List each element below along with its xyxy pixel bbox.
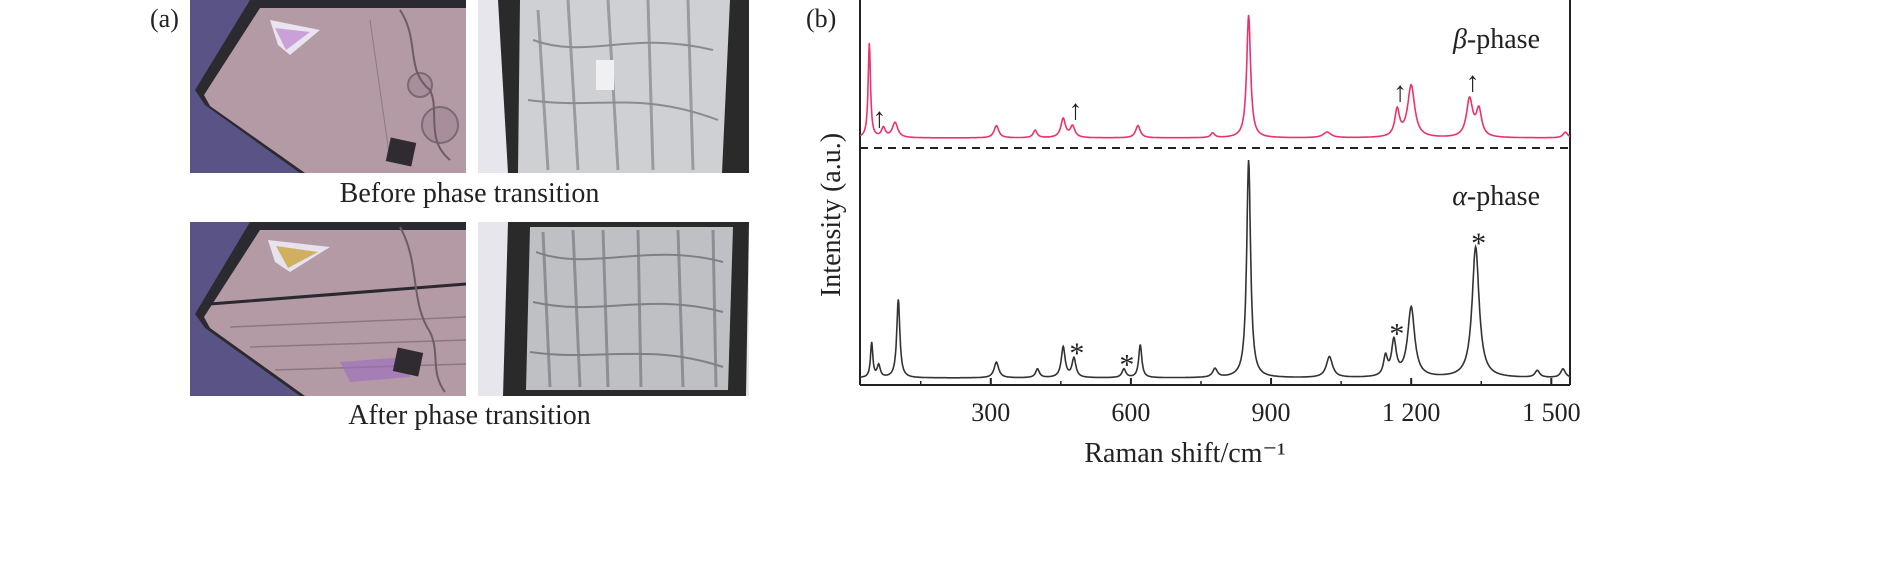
up-arrow-marker: ↑: [1393, 77, 1407, 108]
up-arrow-marker: ↑: [1069, 95, 1083, 126]
asterisk-marker: *: [1389, 317, 1404, 350]
raman-spectrum-chart: Intensity (a.u.) 300 600 900 1 200 1 500 ↑ ↑ ↑ ↑…: [816, 0, 1580, 469]
x-axis-label: Raman shift/cm⁻¹: [1084, 438, 1285, 469]
x-tick-label: 600: [1111, 398, 1150, 427]
up-arrow-marker: ↑: [872, 103, 886, 134]
x-tick-label: 900: [1252, 398, 1291, 427]
photo-white-crystal-after: [478, 222, 749, 396]
beta-phase-spectrum-line: [859, 14, 1571, 139]
panel-a-label: (a): [150, 4, 179, 33]
y-axis-label: Intensity (a.u.): [816, 133, 847, 297]
up-arrow-marker: ↑: [1466, 67, 1480, 98]
asterisk-marker: *: [1471, 227, 1486, 260]
alpha-phase-label: α-phase: [1452, 181, 1540, 212]
photo-pink-crystal-after: [190, 222, 466, 396]
beta-phase-label: β-phase: [1452, 24, 1540, 55]
x-tick-label: 300: [971, 398, 1010, 427]
asterisk-marker: *: [1119, 349, 1134, 382]
asterisk-marker: *: [1069, 337, 1084, 370]
x-tick-label: 1 200: [1382, 398, 1441, 427]
alpha-phase-spectrum-line: [859, 159, 1571, 379]
caption-before-transition: Before phase transition: [339, 178, 600, 209]
x-tick-label: 1 500: [1522, 398, 1580, 427]
panel-b-label: (b): [806, 4, 837, 33]
photo-pink-crystal-before: [190, 0, 466, 173]
caption-after-transition: After phase transition: [348, 400, 591, 431]
photo-white-crystal-before: [478, 0, 749, 173]
